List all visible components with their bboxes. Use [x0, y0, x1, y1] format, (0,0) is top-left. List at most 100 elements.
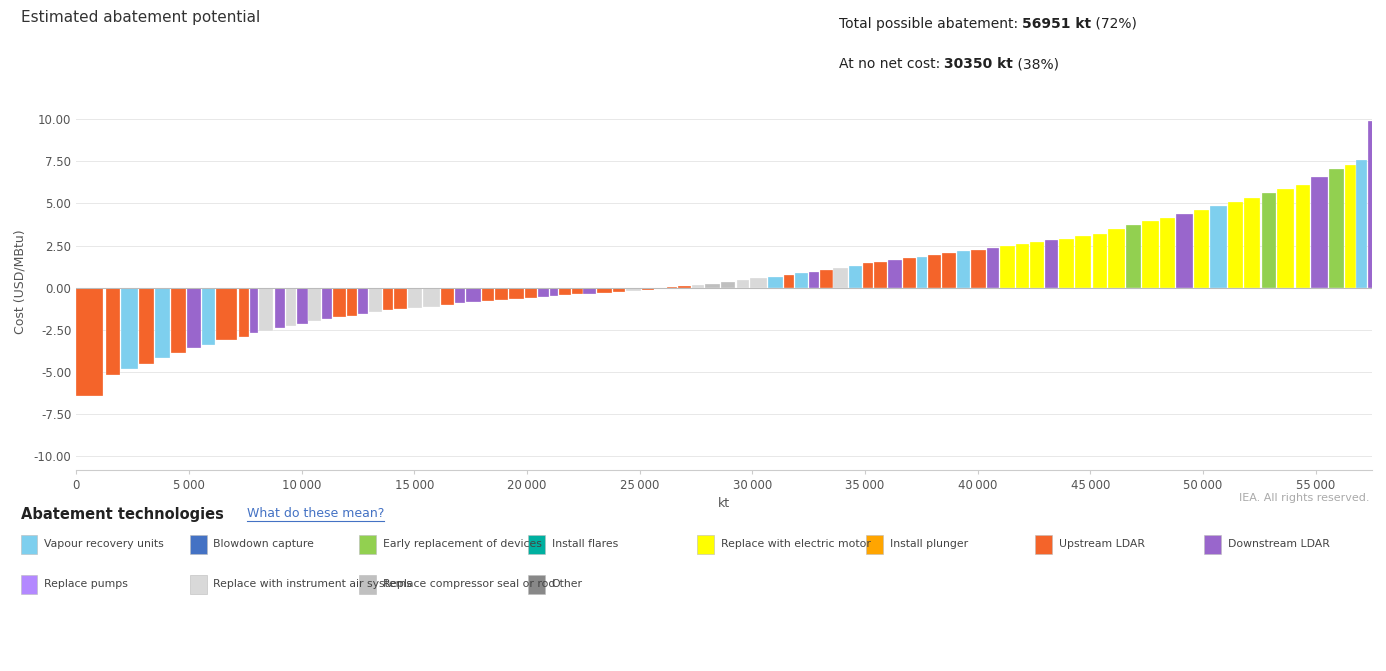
- Bar: [584, 288, 596, 294]
- Bar: [1195, 210, 1209, 288]
- Bar: [1001, 246, 1015, 288]
- Bar: [358, 288, 369, 314]
- Bar: [768, 276, 783, 288]
- Bar: [850, 266, 862, 288]
- Bar: [721, 282, 736, 288]
- Text: Abatement technologies: Abatement technologies: [21, 507, 223, 521]
- Text: Upstream LDAR: Upstream LDAR: [1059, 539, 1145, 549]
- Text: Replace pumps: Replace pumps: [44, 580, 129, 589]
- Bar: [1016, 244, 1028, 288]
- Bar: [1210, 206, 1227, 288]
- Bar: [140, 288, 154, 364]
- Bar: [887, 260, 902, 288]
- Bar: [1177, 215, 1193, 288]
- Bar: [678, 286, 690, 288]
- Bar: [929, 255, 941, 288]
- Text: Vapour recovery units: Vapour recovery units: [44, 539, 164, 549]
- Bar: [238, 288, 249, 337]
- Text: What do these mean?: What do these mean?: [247, 507, 384, 519]
- Bar: [1092, 234, 1107, 288]
- Bar: [249, 288, 258, 333]
- Text: Estimated abatement potential: Estimated abatement potential: [21, 10, 261, 25]
- Bar: [796, 273, 808, 288]
- Bar: [863, 263, 873, 288]
- Bar: [466, 288, 481, 302]
- Text: Install flares: Install flares: [552, 539, 618, 549]
- Bar: [1311, 177, 1328, 288]
- Bar: [667, 287, 678, 288]
- Bar: [308, 288, 322, 321]
- Bar: [538, 288, 549, 297]
- Bar: [626, 288, 640, 291]
- Bar: [1261, 193, 1277, 288]
- Bar: [187, 288, 201, 348]
- Text: Downstream LDAR: Downstream LDAR: [1228, 539, 1331, 549]
- Bar: [286, 288, 297, 327]
- Bar: [692, 285, 704, 288]
- Bar: [705, 284, 719, 288]
- Bar: [441, 288, 453, 305]
- Bar: [423, 288, 441, 307]
- Bar: [572, 288, 582, 295]
- Bar: [549, 288, 559, 296]
- Text: Replace with electric motor: Replace with electric motor: [721, 539, 870, 549]
- Text: Early replacement of devices: Early replacement of devices: [383, 539, 542, 549]
- Bar: [495, 288, 509, 300]
- Text: (72%): (72%): [1091, 17, 1137, 31]
- Bar: [1030, 242, 1044, 288]
- Bar: [1059, 238, 1074, 288]
- Text: 30350 kt: 30350 kt: [944, 57, 1013, 71]
- Bar: [407, 288, 423, 308]
- Text: Replace with instrument air systems: Replace with instrument air systems: [213, 580, 412, 589]
- Bar: [736, 280, 750, 288]
- Bar: [1142, 221, 1159, 288]
- Bar: [297, 288, 308, 324]
- Bar: [216, 288, 237, 340]
- Bar: [346, 288, 358, 315]
- Bar: [1228, 202, 1243, 288]
- Bar: [559, 288, 571, 295]
- Y-axis label: Cost (USD/MBtu): Cost (USD/MBtu): [14, 229, 26, 334]
- Bar: [972, 250, 985, 288]
- Bar: [170, 288, 186, 354]
- Bar: [1074, 236, 1091, 288]
- Bar: [1160, 218, 1175, 288]
- Text: Blowdown capture: Blowdown capture: [213, 539, 315, 549]
- Bar: [122, 288, 139, 368]
- Bar: [1329, 169, 1344, 288]
- Bar: [941, 253, 956, 288]
- Bar: [1127, 225, 1141, 288]
- Bar: [525, 288, 538, 298]
- Bar: [1368, 121, 1378, 288]
- Bar: [1278, 189, 1295, 288]
- Bar: [613, 288, 625, 292]
- Bar: [904, 258, 916, 288]
- Bar: [833, 268, 848, 288]
- Bar: [369, 288, 381, 312]
- Bar: [322, 288, 333, 319]
- Bar: [202, 288, 215, 345]
- Bar: [105, 288, 121, 375]
- Bar: [333, 288, 345, 317]
- Bar: [597, 288, 611, 293]
- Bar: [656, 288, 665, 289]
- Bar: [750, 278, 766, 288]
- Bar: [987, 248, 999, 288]
- Bar: [808, 272, 819, 288]
- Bar: [455, 288, 466, 303]
- Bar: [1109, 229, 1125, 288]
- Bar: [1344, 164, 1356, 288]
- Bar: [1045, 240, 1058, 288]
- Text: Other: Other: [552, 580, 582, 589]
- Text: IEA. All rights reserved.: IEA. All rights reserved.: [1239, 493, 1369, 503]
- Text: Total possible abatement:: Total possible abatement:: [839, 17, 1021, 31]
- Bar: [383, 288, 394, 311]
- Bar: [1357, 160, 1367, 288]
- Bar: [875, 262, 887, 288]
- Bar: [259, 288, 273, 331]
- Text: 56951 kt: 56951 kt: [1021, 17, 1091, 31]
- X-axis label: kt: kt: [718, 497, 730, 510]
- Bar: [155, 288, 169, 358]
- Bar: [274, 288, 286, 328]
- Bar: [1296, 185, 1310, 288]
